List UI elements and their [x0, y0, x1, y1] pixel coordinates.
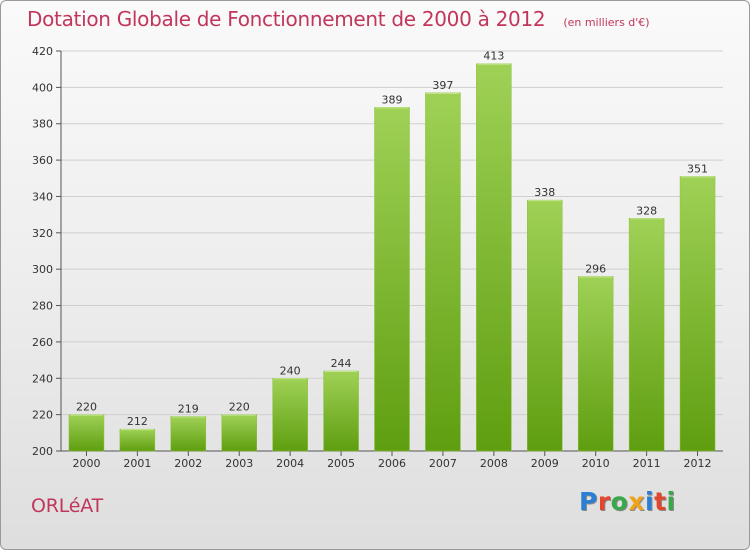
x-tick-label-2011: 2011: [633, 457, 661, 470]
proxiti-logo[interactable]: Proxiti: [579, 487, 676, 516]
logo-letter: t: [654, 487, 667, 516]
y-tick-label: 360: [32, 154, 53, 167]
value-label-2005: 244: [331, 357, 352, 370]
bar-2012: [679, 176, 716, 452]
chart-header: Dotation Globale de Fonctionnement de 20…: [27, 7, 650, 31]
x-tick-label-2010: 2010: [582, 457, 610, 470]
x-tick-label-2007: 2007: [429, 457, 457, 470]
bar-2011: [628, 218, 665, 452]
bar-2002: [170, 416, 207, 452]
x-tick-label-2000: 2000: [72, 457, 100, 470]
value-label-2002: 219: [178, 402, 199, 415]
y-tick-label: 380: [32, 118, 53, 131]
value-label-2009: 338: [534, 186, 555, 199]
x-tick-label-2003: 2003: [225, 457, 253, 470]
y-tick-label: 400: [32, 81, 53, 94]
x-tick-label-2002: 2002: [174, 457, 202, 470]
value-label-2012: 351: [687, 162, 708, 175]
x-tick-label-2001: 2001: [123, 457, 151, 470]
y-tick-label: 220: [32, 409, 53, 422]
bar-2004: [272, 378, 308, 452]
x-tick-label-2009: 2009: [531, 457, 559, 470]
bar-2000: [68, 414, 105, 452]
value-label-2007: 397: [432, 79, 453, 92]
x-tick-label-2008: 2008: [480, 457, 508, 470]
value-label-2003: 220: [229, 401, 250, 414]
commune-name: ORLéAT: [31, 495, 104, 517]
bar-2009: [527, 199, 563, 452]
y-tick-label: 300: [32, 263, 53, 276]
chart-title: Dotation Globale de Fonctionnement de 20…: [27, 7, 546, 31]
y-tick-label: 420: [32, 45, 53, 58]
y-tick-label: 340: [32, 190, 53, 203]
value-label-2001: 212: [127, 415, 148, 428]
bars: [68, 63, 716, 452]
bar-2005: [323, 370, 359, 452]
y-tick-label: 200: [32, 445, 53, 458]
y-tick-label: 320: [32, 227, 53, 240]
value-label-2010: 296: [585, 262, 606, 275]
bar-2010: [577, 276, 614, 452]
value-label-2011: 328: [636, 204, 657, 217]
y-tick-label: 280: [32, 300, 53, 313]
bar-2007: [425, 92, 461, 452]
logo-letter: x: [628, 487, 645, 516]
logo-letter: i: [645, 487, 655, 516]
logo-letter: o: [610, 487, 629, 516]
bar-2003: [221, 414, 257, 452]
y-tick-label: 260: [32, 336, 53, 349]
bar-2008: [476, 63, 512, 452]
value-label-2006: 389: [382, 93, 403, 106]
value-label-2000: 220: [76, 401, 97, 414]
labels: 200 220 240 260 280 300 320 340 360 380 400 420 220 2…: [32, 45, 712, 470]
y-tick-label: 240: [32, 372, 53, 385]
value-label-2004: 240: [280, 364, 301, 377]
bar-2006: [374, 107, 410, 452]
chart-subtitle: (en milliers d'€): [563, 16, 650, 29]
bar-2001: [119, 428, 156, 452]
x-tick-label-2005: 2005: [327, 457, 355, 470]
x-tick-label-2012: 2012: [684, 457, 712, 470]
value-label-2008: 413: [483, 50, 504, 63]
logo-letter: P: [579, 487, 598, 516]
logo-letter: i: [666, 487, 676, 516]
logo-letter: r: [597, 487, 611, 516]
x-tick-label-2004: 2004: [276, 457, 304, 470]
x-tick-label-2006: 2006: [378, 457, 406, 470]
